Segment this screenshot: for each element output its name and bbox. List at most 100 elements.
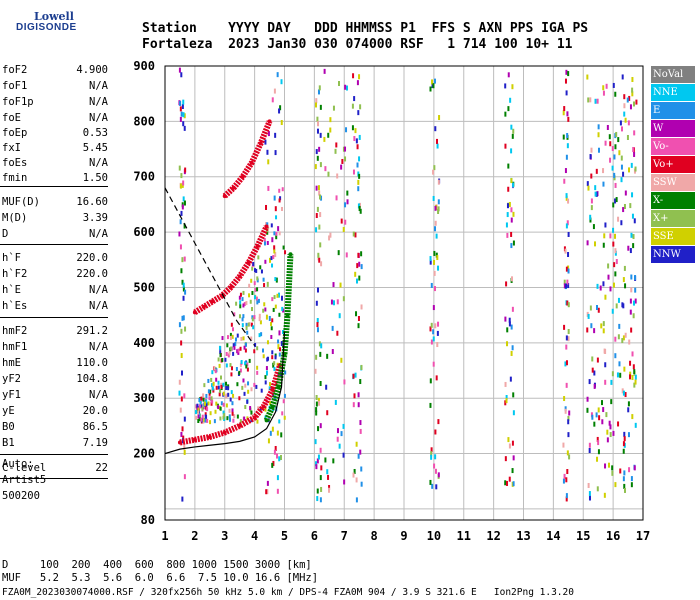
echo-dot [605,412,608,418]
echo-dot [232,343,235,348]
echo-dot [588,495,591,501]
echo-dot [359,379,362,385]
echo-dot [605,83,608,89]
echo-dot [622,277,625,283]
auto-code: 500200 [2,490,40,502]
echo-dot [344,219,347,225]
echo-dot [183,393,186,399]
echo-dot [268,386,271,391]
echo-dot [512,182,515,188]
echo-dot [260,388,263,393]
echo-dot [201,406,204,411]
echo-dot [563,178,566,184]
echo-dot [336,330,339,336]
echo-dot [259,320,262,325]
echo-dot [264,259,267,264]
echo-dot [434,205,437,211]
echo-dot [220,382,223,387]
echo-dot [635,99,638,105]
echo-dot [180,72,183,78]
echo-dot [263,241,266,246]
file-info: FZA0M_2023030074000.RSF / 320fx256h 50 k… [2,587,574,598]
echo-dot [274,150,277,156]
echo-dot [332,105,335,111]
echo-dot [604,379,607,385]
echo-dot [509,376,512,382]
echo-dot [567,336,570,342]
param-name: foEp [2,127,28,139]
echo-dot [242,378,245,383]
trace-point [264,224,269,229]
echo-dot [320,343,323,349]
param-value: 7.19 [82,437,108,449]
echo-dot [603,348,606,354]
legend-item: NoVal [651,66,695,83]
echo-dot [622,441,625,447]
echo-dot [565,154,568,160]
echo-dot [618,361,621,367]
echo-dot [274,252,277,258]
trace-point [255,243,260,248]
echo-dot [239,363,242,368]
echo-dot [436,143,439,149]
echo-dot [315,300,318,306]
echo-dot [629,203,632,209]
echo-dot [273,195,276,201]
echo-dot [317,185,320,191]
x-tick-label: 8 [371,529,378,543]
echo-dot [433,78,436,84]
echo-dot [282,245,285,250]
echo-dot [270,334,273,339]
echo-dot [510,231,513,237]
echo-dot [256,365,259,370]
echo-dot [596,357,599,363]
echo-dot [358,202,361,208]
param-value: 4.900 [76,64,108,76]
echo-dot [628,95,631,101]
echo-dot [240,336,243,341]
echo-dot [343,479,346,485]
echo-dot [217,385,220,390]
echo-dot [233,312,236,317]
echo-dot [258,313,261,318]
echo-dot [241,385,244,390]
echo-dot [178,379,181,385]
echo-dot [358,173,361,179]
x-tick-label: 9 [400,529,407,543]
echo-dot [433,463,436,469]
echo-dot [319,447,322,453]
param-name: h`F2 [2,268,28,280]
echo-dot [633,130,636,136]
param-name: foE [2,112,21,124]
echo-dot [180,111,183,117]
legend-item: Vo+ [651,156,695,173]
echo-dot [267,185,270,191]
echo-dot [433,165,436,171]
echo-dot [180,431,183,437]
echo-dot [632,146,635,152]
trace-X- [263,254,294,422]
echo-dot [342,296,345,302]
echo-dot [315,401,318,407]
echo-dot [182,121,185,127]
echo-dot [183,200,186,206]
echo-dot [227,353,230,358]
echo-dot [629,360,632,366]
param-name: hmF2 [2,325,28,337]
echo-dot [336,299,339,305]
echo-dot [273,231,276,236]
trace-point [192,310,197,315]
echo-dot [436,342,439,348]
echo-dot [222,410,225,415]
echo-dot [183,113,186,119]
echo-dot [634,422,637,428]
echo-dot [359,428,362,434]
echo-dot [433,259,436,265]
echo-dot [622,448,625,454]
echo-dot [567,283,570,289]
echo-dot [566,450,569,456]
echo-dot [593,421,596,427]
echo-dot [591,414,594,420]
legend-item: NNW [651,246,695,263]
param-value: 0.53 [82,127,108,139]
